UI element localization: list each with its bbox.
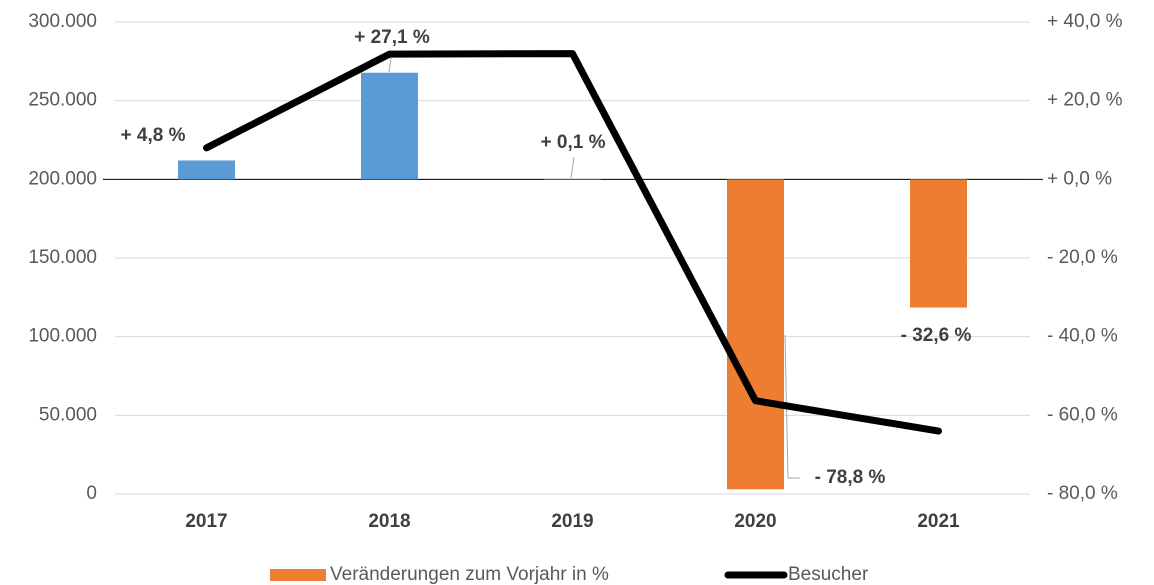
y-tick-label: 150.000 — [28, 247, 97, 268]
bar — [361, 72, 418, 180]
y-tick-label: 50.000 — [39, 404, 97, 425]
leader-line — [784, 334, 800, 479]
legend-label: Veränderungen zum Vorjahr in % — [330, 564, 609, 585]
x-tick-label: 2019 — [551, 511, 593, 532]
leader-line — [570, 156, 575, 179]
y2-tick-label: - 40,0 % — [1047, 326, 1118, 347]
bar — [910, 179, 967, 308]
data-label: + 27,1 % — [354, 27, 430, 48]
y-tick-label: 250.000 — [28, 90, 97, 111]
y2-tick-label: + 20,0 % — [1047, 90, 1123, 111]
x-tick-label: 2020 — [734, 511, 776, 532]
y2-tick-label: + 40,0 % — [1047, 11, 1123, 32]
y-tick-label: 300.000 — [28, 11, 97, 32]
y-tick-label: 0 — [86, 483, 97, 504]
y-tick-label: 200.000 — [28, 168, 97, 189]
y2-tick-label: - 80,0 % — [1047, 483, 1118, 504]
data-label: - 78,8 % — [815, 467, 886, 488]
bar — [727, 179, 784, 490]
data-label: + 4,8 % — [121, 125, 186, 146]
y2-tick-label: + 0,0 % — [1047, 168, 1112, 189]
bar — [544, 178, 601, 180]
data-label: + 0,1 % — [541, 132, 606, 153]
bar — [178, 160, 235, 180]
y-tick-label: 100.000 — [28, 326, 97, 347]
y2-tick-label: - 20,0 % — [1047, 247, 1118, 268]
legend-swatch — [270, 569, 326, 581]
x-tick-label: 2017 — [185, 511, 227, 532]
x-tick-label: 2021 — [917, 511, 960, 532]
x-tick-label: 2018 — [368, 511, 410, 532]
legend-label: Besucher — [788, 564, 869, 585]
data-label: - 32,6 % — [901, 325, 972, 346]
y2-tick-label: - 60,0 % — [1047, 404, 1118, 425]
line — [203, 50, 942, 435]
